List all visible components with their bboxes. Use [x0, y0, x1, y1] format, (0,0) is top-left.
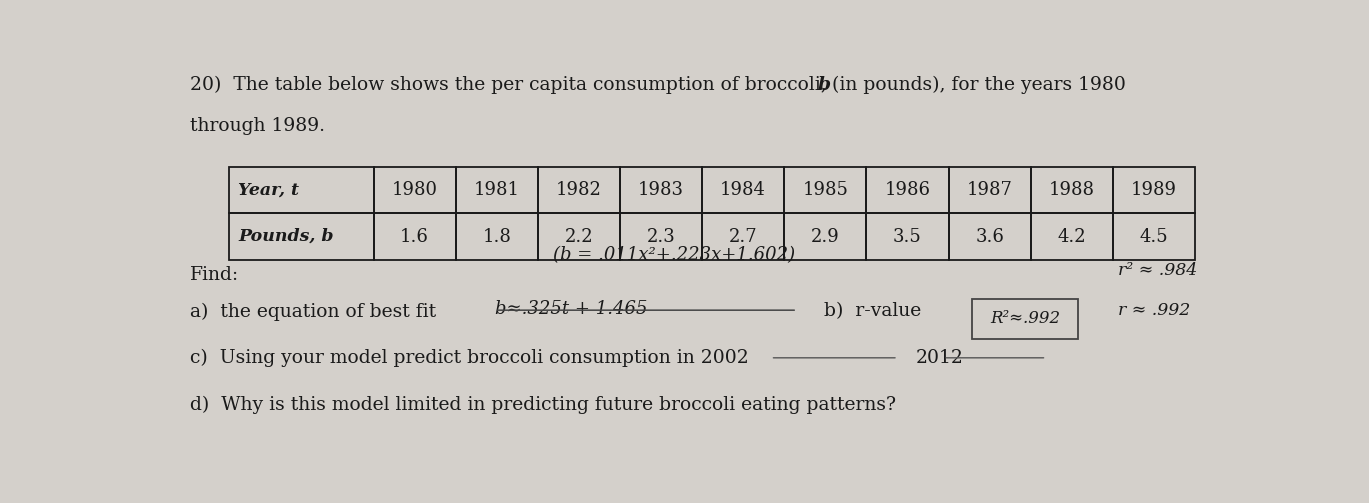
Text: Year, t: Year, t — [238, 182, 298, 199]
Bar — [374, 167, 456, 213]
Bar — [867, 213, 949, 260]
Text: 1986: 1986 — [884, 181, 931, 199]
Bar — [1031, 213, 1113, 260]
Text: 4.5: 4.5 — [1139, 227, 1168, 245]
Text: 3.6: 3.6 — [975, 227, 1003, 245]
Bar — [867, 167, 949, 213]
Text: 2.9: 2.9 — [810, 227, 839, 245]
Bar — [538, 213, 620, 260]
Text: b: b — [817, 76, 831, 94]
Bar — [702, 213, 784, 260]
Text: 1981: 1981 — [474, 181, 520, 199]
Text: 1982: 1982 — [556, 181, 602, 199]
Text: 1984: 1984 — [720, 181, 767, 199]
Bar — [702, 167, 784, 213]
Text: b)  r-value: b) r-value — [824, 302, 921, 320]
Bar — [456, 213, 538, 260]
Text: 1988: 1988 — [1049, 181, 1095, 199]
Text: 3.5: 3.5 — [893, 227, 921, 245]
Bar — [456, 167, 538, 213]
Text: 1983: 1983 — [638, 181, 684, 199]
Text: 1980: 1980 — [392, 181, 438, 199]
Text: R²≈.992: R²≈.992 — [990, 310, 1060, 327]
Text: 1.6: 1.6 — [400, 227, 428, 245]
Bar — [1113, 213, 1195, 260]
Text: c)  Using your model predict broccoli consumption in 2002: c) Using your model predict broccoli con… — [190, 349, 749, 367]
Bar — [230, 213, 374, 260]
Text: 1989: 1989 — [1131, 181, 1177, 199]
Text: 1.8: 1.8 — [482, 227, 511, 245]
Text: 20)  The table below shows the per capita consumption of broccoli,: 20) The table below shows the per capita… — [190, 76, 832, 94]
Bar — [620, 167, 702, 213]
Text: (in pounds), for the years 1980: (in pounds), for the years 1980 — [827, 76, 1127, 94]
Bar — [784, 167, 867, 213]
Text: 2012: 2012 — [916, 349, 964, 367]
Text: 2.2: 2.2 — [564, 227, 593, 245]
Bar — [538, 167, 620, 213]
Text: (b = .011x²+.223x+1.602): (b = .011x²+.223x+1.602) — [553, 246, 795, 264]
Text: b≈.325t + 1.465: b≈.325t + 1.465 — [494, 300, 648, 318]
Bar — [1113, 167, 1195, 213]
Text: 1987: 1987 — [967, 181, 1013, 199]
Bar — [784, 213, 867, 260]
Bar — [1031, 167, 1113, 213]
Bar — [230, 167, 374, 213]
Bar — [972, 299, 1079, 339]
Text: r² ≈ .984: r² ≈ .984 — [1117, 262, 1197, 279]
Text: r ≈ .992: r ≈ .992 — [1117, 302, 1190, 319]
Text: d)  Why is this model limited in predicting future broccoli eating patterns?: d) Why is this model limited in predicti… — [190, 395, 897, 413]
Text: a)  the equation of best fit: a) the equation of best fit — [190, 302, 437, 321]
Text: 2.7: 2.7 — [728, 227, 757, 245]
Bar — [949, 167, 1031, 213]
Bar — [374, 213, 456, 260]
Text: 4.2: 4.2 — [1057, 227, 1086, 245]
Text: Pounds, b: Pounds, b — [238, 228, 334, 245]
Text: through 1989.: through 1989. — [190, 117, 326, 134]
Text: 1985: 1985 — [802, 181, 849, 199]
Text: Find:: Find: — [190, 266, 240, 284]
Text: 2.3: 2.3 — [646, 227, 675, 245]
Bar — [949, 213, 1031, 260]
Bar — [620, 213, 702, 260]
